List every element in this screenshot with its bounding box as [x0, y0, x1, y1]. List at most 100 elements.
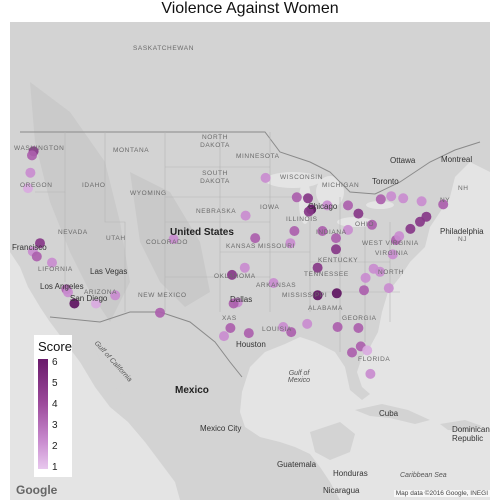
label-north-dakota: NORTH DAKOTA: [200, 134, 230, 150]
legend-tick: 2: [52, 441, 58, 452]
data-point[interactable]: [69, 298, 80, 309]
data-point[interactable]: [243, 328, 254, 339]
data-point[interactable]: [268, 278, 279, 288]
chart-title: Violence Against Women: [161, 0, 339, 17]
data-point[interactable]: [23, 183, 33, 194]
data-point[interactable]: [394, 231, 405, 242]
data-point[interactable]: [331, 233, 341, 244]
data-point[interactable]: [110, 290, 121, 301]
data-point[interactable]: [260, 172, 271, 183]
data-point[interactable]: [405, 223, 416, 234]
label-minnesota: MINNESOTA: [236, 153, 280, 160]
data-point[interactable]: [365, 368, 376, 379]
data-point[interactable]: [416, 196, 427, 207]
label-washington: WASHINGTON: [14, 145, 65, 152]
legend-tick: 1: [52, 462, 58, 473]
data-point[interactable]: [359, 285, 369, 296]
data-point[interactable]: [312, 262, 323, 273]
label-wyoming: WYOMING: [130, 190, 167, 197]
data-point[interactable]: [302, 318, 313, 329]
data-point[interactable]: [375, 266, 385, 277]
data-point[interactable]: [63, 287, 73, 298]
data-point[interactable]: [289, 226, 300, 236]
label-nicaragua: Nicaragua: [323, 486, 360, 495]
label-dallas: Dallas: [230, 295, 253, 304]
label-kentucky: KENTUCKY: [318, 257, 359, 264]
label-saskatchewan: SASKATCHEWAN: [133, 45, 195, 52]
data-point[interactable]: [219, 331, 229, 342]
label-guatemala: Guatemala: [277, 460, 317, 469]
data-point[interactable]: [303, 193, 313, 204]
data-point[interactable]: [35, 238, 45, 249]
data-point[interactable]: [239, 262, 250, 273]
label-mexico-city: Mexico City: [200, 424, 242, 433]
data-point[interactable]: [331, 288, 342, 299]
legend-tick: 5: [52, 378, 58, 389]
border-us-mexico: [49, 311, 243, 378]
data-point[interactable]: [225, 323, 236, 333]
points-layer: [23, 146, 449, 379]
data-point[interactable]: [291, 192, 302, 203]
data-point[interactable]: [353, 208, 364, 219]
label-kansas: KANSAS: [226, 243, 256, 250]
data-point[interactable]: [312, 290, 323, 301]
label-honduras: Honduras: [333, 469, 368, 478]
data-point[interactable]: [353, 323, 364, 333]
label-philadelphia: Philadelphia: [440, 227, 484, 236]
label-oregon: OREGON: [20, 182, 53, 189]
data-point[interactable]: [47, 257, 57, 268]
data-point[interactable]: [31, 251, 42, 262]
label-ny: NY: [440, 197, 451, 204]
data-point[interactable]: [27, 150, 37, 161]
data-point[interactable]: [398, 193, 409, 204]
land-yucatan: [310, 422, 355, 460]
data-point[interactable]: [227, 269, 237, 280]
data-point[interactable]: [25, 167, 36, 178]
map-canvas[interactable]: [10, 22, 490, 500]
data-point[interactable]: [250, 233, 261, 244]
data-point[interactable]: [286, 327, 297, 338]
label-texas: XAS: [222, 315, 237, 322]
data-point[interactable]: [367, 219, 377, 230]
data-point[interactable]: [387, 249, 398, 260]
data-point[interactable]: [386, 191, 397, 202]
data-point[interactable]: [317, 226, 328, 236]
state-borders: [35, 132, 400, 352]
data-point[interactable]: [303, 206, 314, 217]
label-louisiana: LOUISIA: [262, 326, 292, 333]
land-cuba: [355, 404, 430, 424]
data-point[interactable]: [375, 194, 386, 205]
color-legend: Score 6 5 4 3 2 1: [34, 335, 72, 477]
data-point[interactable]: [331, 244, 341, 255]
label-utah: UTAH: [106, 235, 126, 242]
data-point[interactable]: [228, 298, 239, 309]
label-oklahoma: OKLAHOMA: [214, 273, 256, 280]
data-point[interactable]: [343, 200, 353, 211]
label-iowa: IOWA: [260, 204, 280, 211]
data-point[interactable]: [438, 199, 449, 210]
data-point[interactable]: [347, 347, 357, 358]
data-point[interactable]: [155, 307, 165, 318]
land-hispaniola: [440, 420, 482, 432]
data-point[interactable]: [360, 272, 371, 283]
google-logo[interactable]: Google: [16, 483, 58, 497]
data-point[interactable]: [168, 234, 179, 245]
label-chicago: Chicago: [308, 202, 338, 211]
data-point[interactable]: [362, 345, 373, 356]
data-point[interactable]: [91, 298, 101, 309]
data-point[interactable]: [332, 322, 343, 332]
data-point[interactable]: [278, 322, 289, 332]
land-canada-us: [10, 22, 490, 500]
data-point[interactable]: [383, 283, 394, 294]
data-point[interactable]: [285, 238, 296, 249]
data-point[interactable]: [240, 210, 251, 221]
label-nh: NH: [458, 185, 469, 192]
data-point[interactable]: [343, 224, 353, 235]
map-attribution[interactable]: Map data ©2016 Google, INEGI: [393, 490, 490, 497]
label-south-dakota: SOUTH DAKOTA: [200, 170, 230, 186]
data-point[interactable]: [421, 211, 432, 222]
label-florida: FLORIDA: [358, 356, 391, 363]
label-ohio: OHIO: [355, 221, 375, 228]
data-point[interactable]: [322, 200, 333, 211]
label-north-carolina: NORTH: [378, 269, 404, 276]
